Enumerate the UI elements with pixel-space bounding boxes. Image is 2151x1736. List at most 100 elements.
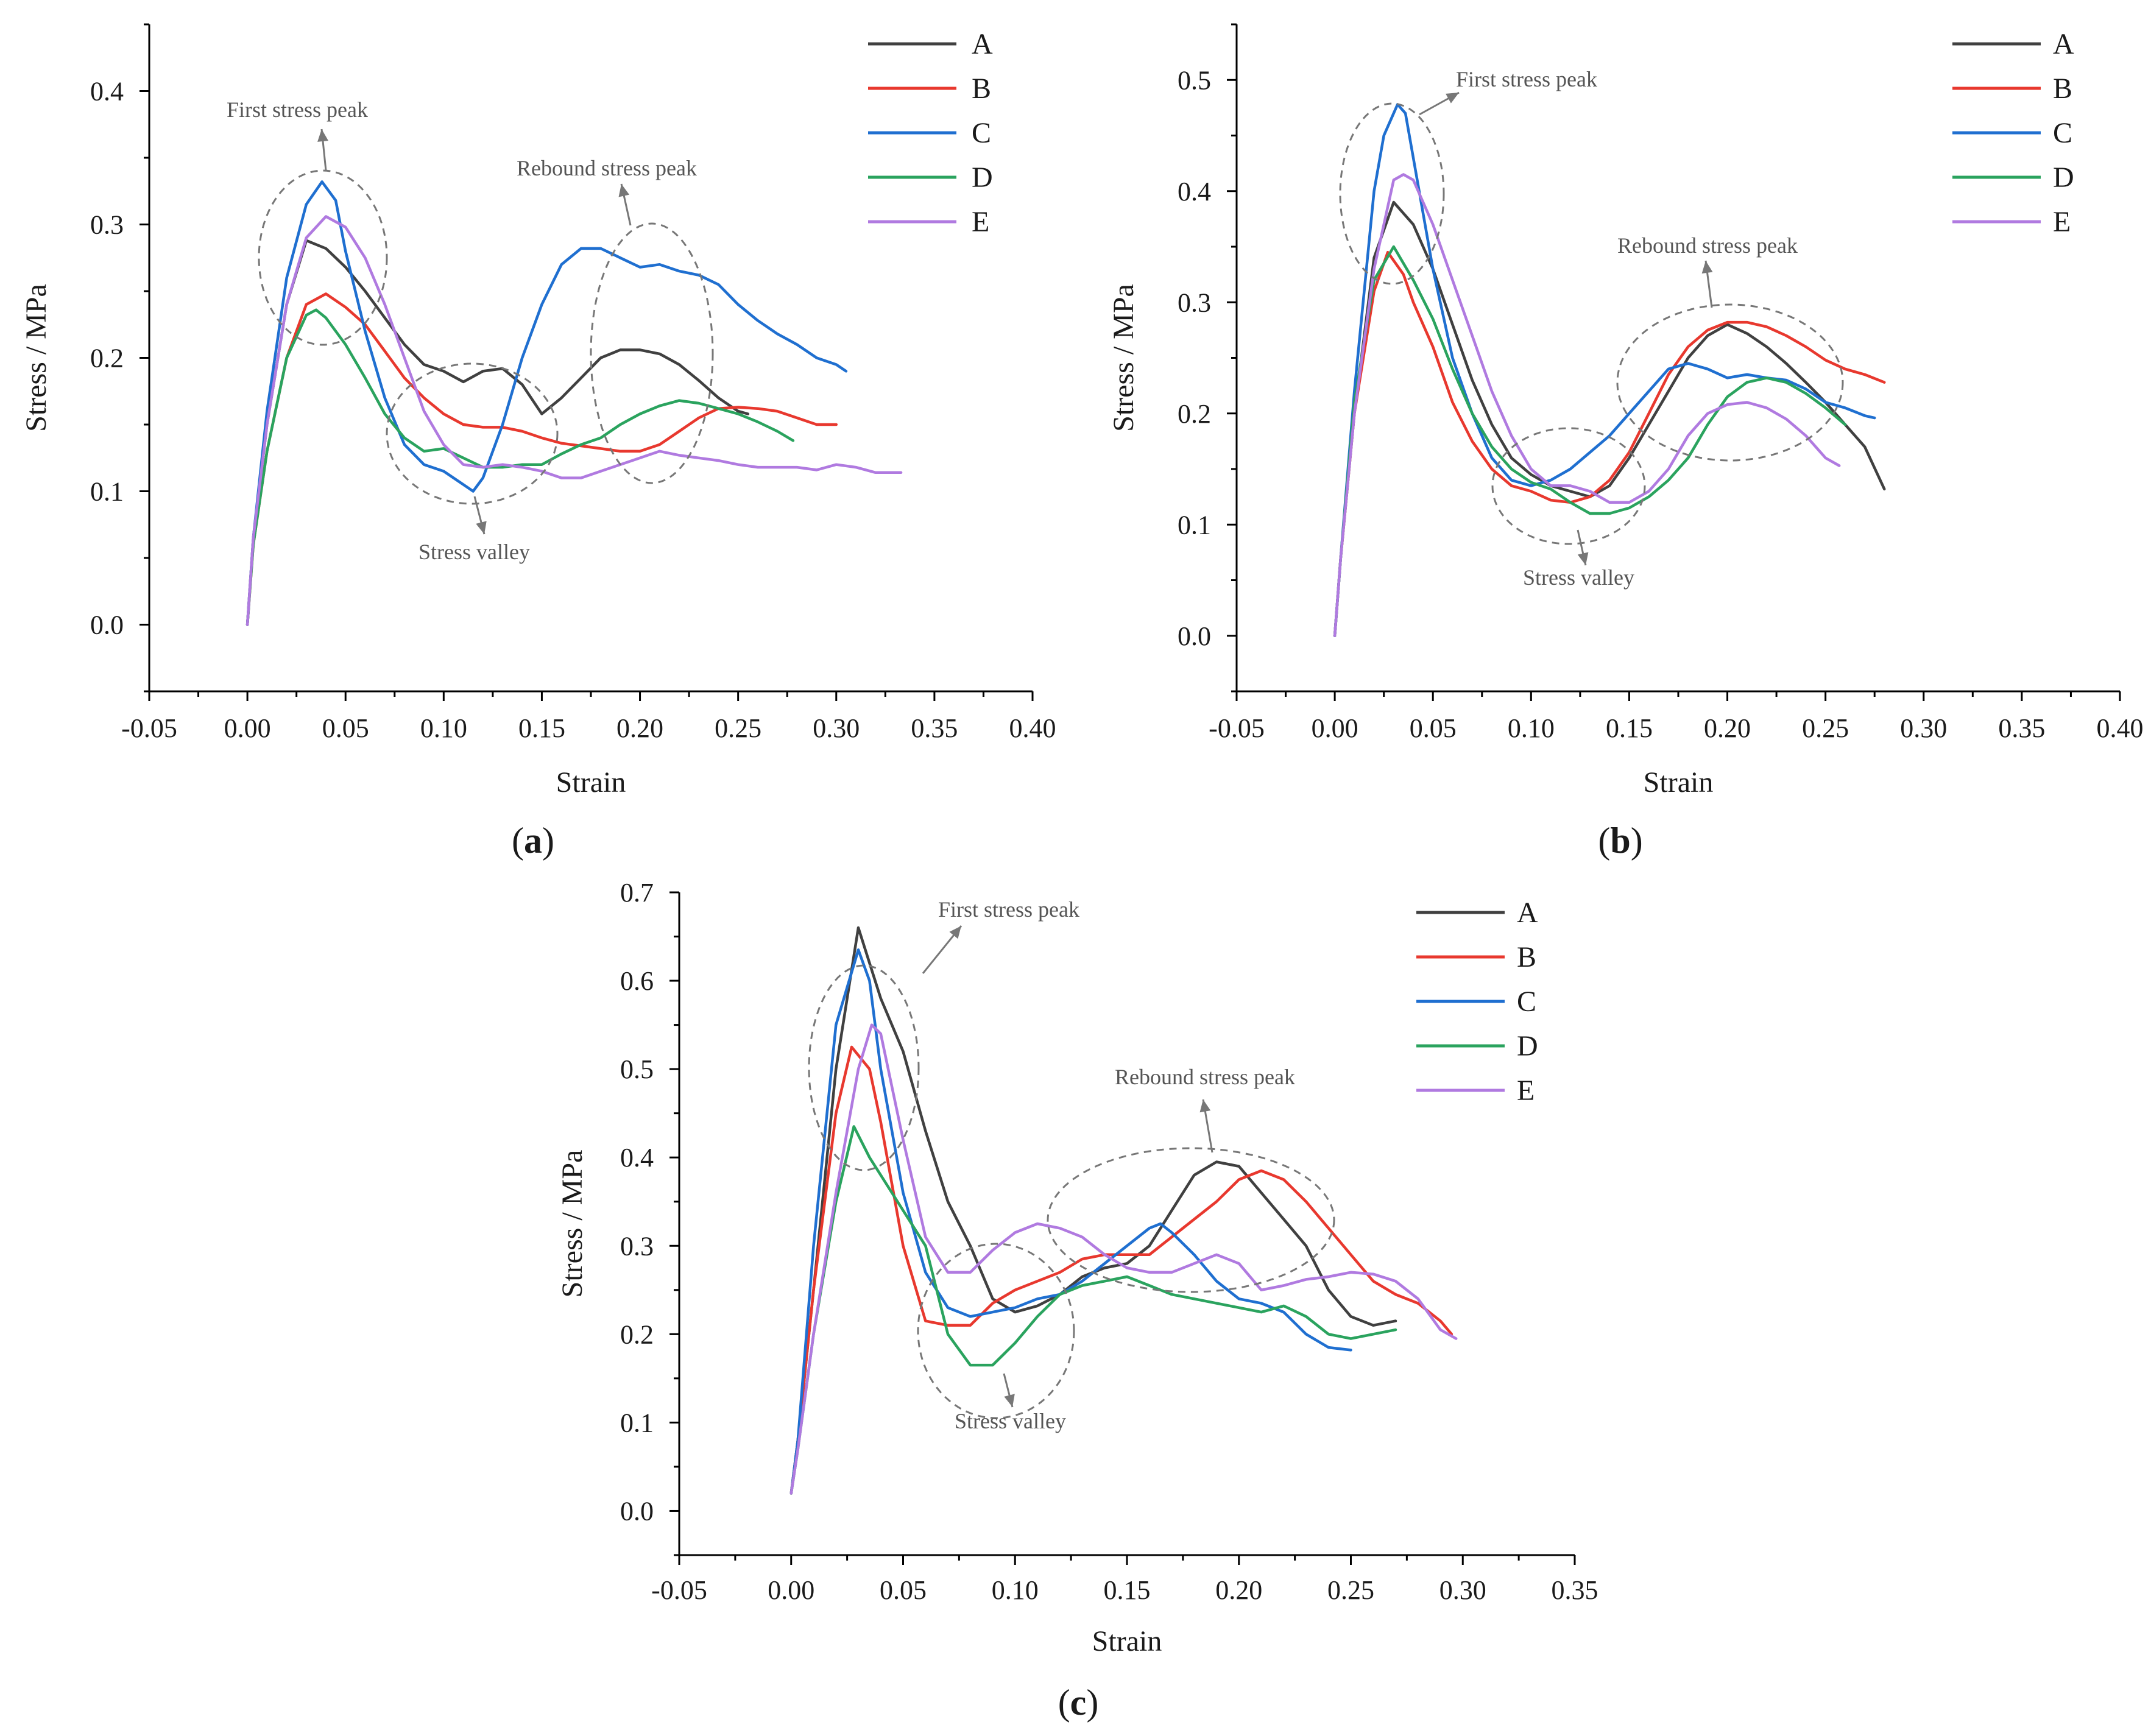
annotation-label: Stress valley (955, 1409, 1066, 1433)
x-tick-label: 0.10 (420, 713, 467, 743)
annotation-stress-valley: Stress valley (386, 362, 559, 564)
annotation-ellipse (1491, 427, 1646, 545)
annotation-rebound-stress-peak: Rebound stress peak (1616, 233, 1844, 462)
x-tick-label: 0.10 (992, 1575, 1039, 1605)
x-tick-label: 0.25 (1802, 713, 1849, 743)
y-tick-label: 0.7 (620, 878, 654, 908)
annotation-arrowhead (1199, 1099, 1211, 1113)
x-tick-label: -0.05 (1209, 713, 1265, 743)
chart-panel-c: -0.05 0.00 0.05 0.10 0.15 0.20 0.25 0.30 0.35 0.0… (556, 878, 1598, 1723)
x-tick-label: 0.30 (1900, 713, 1947, 743)
x-tick-label: 0.00 (1312, 713, 1358, 743)
caption-paren-close: ) (1631, 820, 1643, 861)
series-line-d (789, 1125, 1397, 1495)
y-tick-label: 0.0 (620, 1496, 654, 1526)
panel-caption: (c) (1058, 1682, 1099, 1723)
y-axis-title: Stress / MPa (20, 284, 52, 432)
x-axis-title: Strain (556, 766, 626, 799)
y-tick-label: 0.1 (90, 477, 124, 507)
legend-label-d: D (2053, 161, 2074, 194)
panel-caption: (b) (1598, 820, 1642, 861)
annotation-label: First stress peak (1456, 67, 1597, 91)
legend-label-b: B (972, 72, 991, 105)
legend-label-c: C (2053, 117, 2072, 149)
series-line-e (789, 1023, 1458, 1495)
y-tick-label: 0.2 (620, 1319, 654, 1349)
annotation-label: Rebound stress peak (1115, 1065, 1295, 1089)
x-axis-title: Strain (1644, 766, 1714, 799)
annotation-rebound-stress-peak: Rebound stress peak (517, 156, 714, 484)
chart-panel-a: -0.05 0.00 0.05 0.10 0.15 0.20 0.25 0.30 0.35 0.4… (20, 23, 1056, 861)
x-tick-label: 0.00 (224, 713, 271, 743)
x-tick-label: 0.35 (1998, 713, 2045, 743)
caption-paren-open: ( (1058, 1682, 1070, 1723)
x-tick-label: 0.25 (1327, 1575, 1374, 1605)
y-tick-label: 0.5 (1178, 65, 1211, 95)
legend-label-e: E (1517, 1074, 1535, 1107)
legend-label-c: C (1517, 986, 1536, 1018)
annotation-ellipse (808, 964, 920, 1171)
annotation-label: Rebound stress peak (1617, 233, 1798, 258)
x-tick-label: 0.15 (518, 713, 565, 743)
legend-label-b: B (1517, 941, 1536, 973)
x-tick-label: 0.05 (880, 1575, 927, 1605)
annotation-ellipse (917, 1243, 1075, 1419)
y-tick-label: 0.0 (1178, 621, 1211, 651)
y-tick-label: 0.3 (1178, 288, 1211, 317)
annotation-rebound-stress-peak: Rebound stress peak (1047, 1065, 1335, 1293)
x-tick-label: 0.05 (322, 713, 369, 743)
legend-label-a: A (972, 28, 993, 60)
annotation-ellipse (386, 362, 559, 505)
x-tick-label: 0.20 (616, 713, 663, 743)
series-line-b (1333, 250, 1886, 638)
y-tick-label: 0.3 (90, 210, 124, 240)
annotation-arrowhead (618, 184, 630, 197)
x-tick-label: 0.00 (768, 1575, 814, 1605)
series-line-a (245, 239, 750, 626)
x-tick-label: 0.05 (1410, 713, 1457, 743)
annotation-label: First stress peak (227, 97, 368, 122)
series-line-d (1333, 245, 1847, 638)
series-line-a (1333, 200, 1886, 638)
x-tick-label: 0.20 (1704, 713, 1751, 743)
y-tick-label: 0.6 (620, 966, 654, 996)
annotation-arrowhead (949, 926, 961, 939)
y-tick-label: 0.3 (620, 1231, 654, 1261)
annotation-first-stress-peak: First stress peak (1339, 67, 1597, 285)
annotation-ellipse (590, 222, 714, 484)
legend-label-d: D (1517, 1030, 1538, 1062)
x-tick-label: 0.10 (1508, 713, 1555, 743)
annotation-label: Stress valley (1523, 565, 1634, 590)
annotation-ellipse (1339, 102, 1445, 285)
y-tick-label: 0.2 (90, 344, 124, 373)
x-tick-label: 0.25 (715, 713, 761, 743)
caption-paren-close: ) (542, 820, 554, 861)
annotation-label: Stress valley (419, 540, 530, 564)
legend-label-a: A (1517, 897, 1538, 929)
y-tick-label: 0.5 (620, 1054, 654, 1084)
y-tick-label: 0.1 (620, 1408, 654, 1438)
x-tick-label: 0.40 (1009, 713, 1056, 743)
x-tick-label: -0.05 (651, 1575, 707, 1605)
annotation-label: Rebound stress peak (517, 156, 697, 180)
caption-paren-open: ( (512, 820, 524, 861)
legend-label-c: C (972, 117, 991, 149)
annotation-stress-valley: Stress valley (1491, 427, 1646, 590)
annotation-ellipse (258, 169, 388, 346)
series-line-b (789, 1045, 1453, 1495)
annotation-arrowhead (317, 129, 329, 142)
annotation-ellipse (1047, 1147, 1335, 1293)
annotation-arrowhead (1004, 1394, 1015, 1407)
x-tick-label: -0.05 (121, 713, 177, 743)
annotation-first-stress-peak: First stress peak (227, 97, 388, 346)
annotation-arrowhead (476, 521, 487, 534)
annotation-arrowhead (1446, 93, 1459, 104)
x-tick-label: 0.30 (1439, 1575, 1486, 1605)
caption-paren-open: ( (1598, 820, 1610, 861)
annotation-label: First stress peak (938, 897, 1079, 922)
x-axis-title: Strain (1092, 1625, 1162, 1657)
caption-letter: b (1610, 820, 1630, 861)
series-line-c (245, 180, 848, 626)
